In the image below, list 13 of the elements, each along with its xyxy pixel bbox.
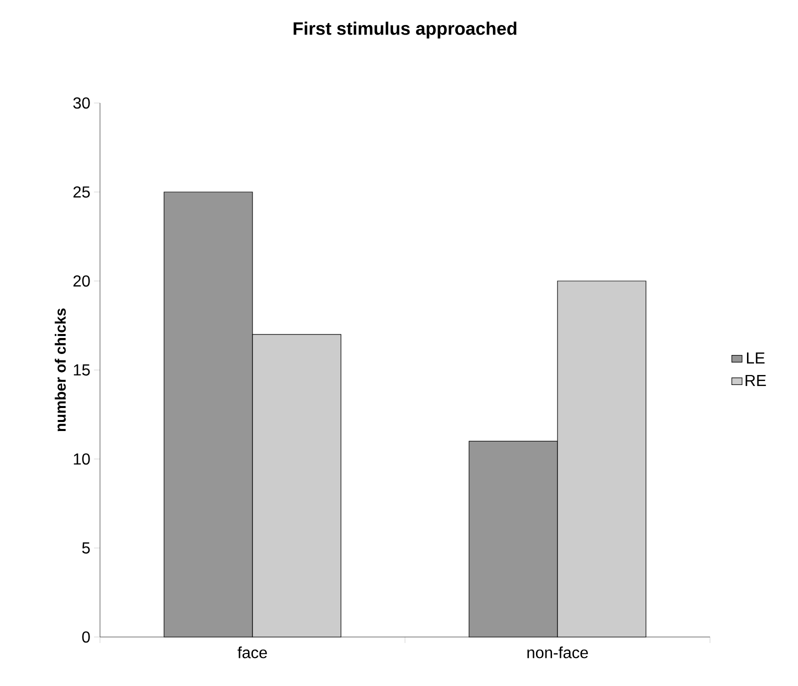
- y-tick-label: 0: [82, 631, 90, 643]
- y-axis-title: number of chicks: [54, 308, 66, 432]
- legend-label: RE: [746, 374, 766, 386]
- y-tick-label: 10: [74, 453, 90, 465]
- y-tick-label: 20: [73, 275, 90, 287]
- y-tick-label: 25: [73, 186, 90, 198]
- y-tick-label: 5: [82, 542, 90, 554]
- y-tick-label: 30: [73, 97, 90, 109]
- x-tick-label: face: [238, 646, 267, 658]
- x-tick-label: non-face: [527, 646, 588, 658]
- legend-label: LE: [746, 352, 765, 364]
- chart-title: First stimulus approached: [294, 22, 516, 38]
- y-tick-label: 15: [74, 364, 90, 376]
